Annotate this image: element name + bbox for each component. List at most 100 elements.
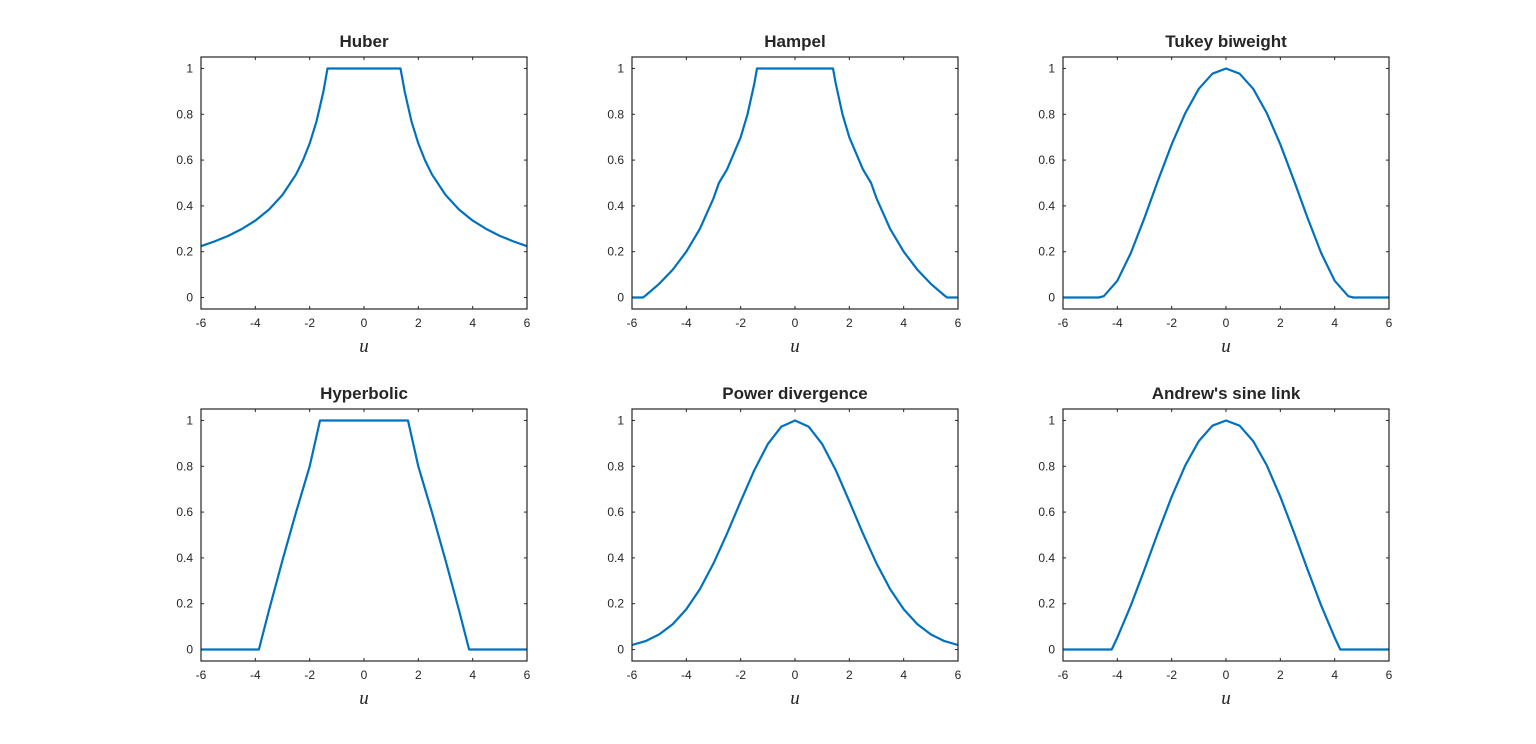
x-tick-label: 6	[524, 316, 531, 330]
x-tick-label: -2	[1166, 668, 1177, 682]
chart-title: Hampel	[764, 32, 825, 51]
axes-box	[200, 408, 528, 662]
y-tick-label: 0.4	[607, 199, 624, 213]
x-axis-label: u	[1221, 336, 1231, 357]
subplot-1: -6 -4 -2 0 2 4 6 0 0.2 0.4 0.6 0.8 1 Huber u	[176, 32, 530, 357]
x-tick-label: -2	[735, 668, 746, 682]
x-tick-label: 0	[361, 316, 368, 330]
y-tick-label: 1	[186, 413, 193, 427]
x-tick-label: 0	[1223, 316, 1230, 330]
y-tick-label: 0.4	[1038, 199, 1055, 213]
y-tick-label: 1	[617, 61, 624, 75]
series-line	[1063, 419, 1389, 651]
y-tick-label: 0.6	[176, 153, 193, 167]
y-tick-label: 0.6	[607, 153, 624, 167]
series-line	[632, 67, 958, 299]
x-tick-label: 4	[900, 316, 907, 330]
series-line	[201, 419, 527, 651]
subplot-5: -6 -4 -2 0 2 4 6 0 0.2 0.4 0.6 0.8 1 Power divergence…	[607, 384, 961, 709]
axes-box	[1062, 408, 1390, 662]
subplot-3: -6 -4 -2 0 2 4 6 0 0.2 0.4 0.6 0.8 1 Tukey biweight u	[1038, 32, 1392, 357]
x-tick-label: 2	[1277, 668, 1284, 682]
x-tick-label: -4	[1112, 668, 1123, 682]
x-tick-label: -4	[681, 316, 692, 330]
x-tick-label: 2	[415, 668, 422, 682]
series-line	[200, 67, 528, 248]
chart-title: Hyperbolic	[320, 384, 408, 403]
axes-box	[200, 56, 528, 310]
x-tick-label: 0	[361, 668, 368, 682]
x-axis-label: u	[359, 336, 369, 357]
x-tick-label: -6	[1058, 316, 1069, 330]
y-tick-label: 1	[186, 61, 193, 75]
y-tick-label: 0.2	[176, 245, 193, 259]
y-tick-label: 1	[1048, 413, 1055, 427]
chart-title: Andrew's sine link	[1152, 384, 1301, 403]
y-tick-label: 0.2	[607, 245, 624, 259]
x-tick-label: -6	[196, 668, 207, 682]
x-tick-label: 2	[846, 316, 853, 330]
subplot-2: -6 -4 -2 0 2 4 6 0 0.2 0.4 0.6 0.8 1 Hampel u	[607, 32, 961, 357]
x-tick-label: 2	[846, 668, 853, 682]
y-tick-label: 1	[1048, 61, 1055, 75]
x-tick-label: -6	[196, 316, 207, 330]
axes-box	[631, 408, 959, 662]
y-tick-label: 0.4	[176, 199, 193, 213]
x-axis-label: u	[790, 688, 800, 709]
y-tick-label: 0.4	[607, 551, 624, 565]
y-tick-label: 0.2	[1038, 597, 1055, 611]
series-line	[1063, 67, 1389, 299]
y-tick-label: 0.6	[1038, 505, 1055, 519]
x-tick-label: -2	[1166, 316, 1177, 330]
x-tick-label: -4	[681, 668, 692, 682]
y-tick-label: 0.8	[176, 107, 193, 121]
y-tick-label: 0	[1048, 643, 1055, 657]
x-tick-label: 0	[792, 668, 799, 682]
x-tick-label: -2	[735, 316, 746, 330]
y-tick-label: 0	[617, 291, 624, 305]
y-tick-label: 0.6	[1038, 153, 1055, 167]
y-tick-label: 0.8	[1038, 459, 1055, 473]
x-tick-label: 2	[1277, 316, 1284, 330]
y-tick-label: 0.4	[176, 551, 193, 565]
y-tick-label: 0.8	[607, 459, 624, 473]
x-tick-label: 4	[469, 668, 476, 682]
x-tick-label: 6	[955, 668, 962, 682]
y-tick-label: 0.6	[176, 505, 193, 519]
x-tick-label: 4	[900, 668, 907, 682]
y-tick-label: 0.2	[607, 597, 624, 611]
x-tick-label: 2	[415, 316, 422, 330]
x-tick-label: -4	[250, 668, 261, 682]
y-tick-label: 0.8	[607, 107, 624, 121]
x-tick-label: -6	[627, 668, 638, 682]
y-tick-label: 0	[617, 643, 624, 657]
y-tick-label: 0.6	[607, 505, 624, 519]
x-tick-label: -6	[627, 316, 638, 330]
y-tick-label: 1	[617, 413, 624, 427]
y-tick-label: 0.2	[176, 597, 193, 611]
y-tick-label: 0	[186, 291, 193, 305]
x-tick-label: 6	[524, 668, 531, 682]
y-tick-label: 0	[1048, 291, 1055, 305]
chart-title: Power divergence	[722, 384, 868, 403]
subplot-4: -6 -4 -2 0 2 4 6 0 0.2 0.4 0.6 0.8 1 Hyperbolic u	[176, 384, 530, 709]
axes-box	[1062, 56, 1390, 310]
subplot-6: -6 -4 -2 0 2 4 6 0 0.2 0.4 0.6 0.8 1 Andrew's sine li…	[1038, 384, 1392, 709]
chart-title: Huber	[339, 32, 389, 51]
x-tick-label: 6	[1386, 316, 1393, 330]
x-axis-label: u	[359, 688, 369, 709]
axes-box	[631, 56, 959, 310]
y-tick-label: 0.4	[1038, 551, 1055, 565]
x-tick-label: -6	[1058, 668, 1069, 682]
x-tick-label: 4	[469, 316, 476, 330]
y-tick-label: 0.2	[1038, 245, 1055, 259]
x-tick-label: 0	[792, 316, 799, 330]
x-tick-label: 0	[1223, 668, 1230, 682]
y-tick-label: 0.8	[1038, 107, 1055, 121]
x-axis-label: u	[790, 336, 800, 357]
x-tick-label: 4	[1331, 316, 1338, 330]
x-axis-label: u	[1221, 688, 1231, 709]
x-tick-label: -4	[1112, 316, 1123, 330]
x-tick-label: -4	[250, 316, 261, 330]
